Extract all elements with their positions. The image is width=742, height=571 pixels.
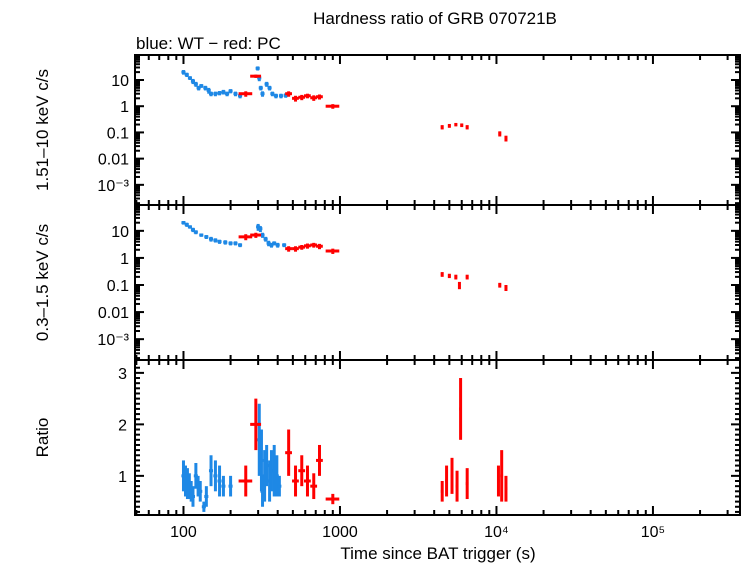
y-tick-label: 10 — [111, 224, 129, 241]
y-tick-label: 0.1 — [107, 125, 129, 142]
panel-frame-2 — [134, 359, 741, 516]
y-tick-label: 10⁻³ — [97, 332, 129, 349]
x-axis-label: Time since BAT trigger (s) — [340, 544, 535, 563]
x-tick-label: 10⁵ — [641, 524, 665, 541]
y-tick-label: 3 — [118, 366, 127, 383]
y-tick-label: 1 — [120, 99, 129, 116]
y-tick-label: 0.01 — [98, 305, 129, 322]
y-tick-label: 2 — [118, 417, 127, 434]
x-tick-label: 1000 — [322, 524, 358, 541]
x-tick-label: 100 — [170, 524, 197, 541]
x-tick-label: 10⁴ — [484, 524, 509, 541]
y-tick-label: 0.1 — [107, 278, 129, 295]
panel-frame-1 — [134, 204, 741, 361]
y-axis-label: Ratio — [33, 418, 52, 458]
y-tick-label: 1 — [120, 251, 129, 268]
y-tick-label: 0.01 — [98, 152, 129, 169]
chart-subtitle: blue: WT − red: PC — [136, 34, 281, 53]
y-tick-label: 1 — [118, 469, 127, 486]
chart-title: Hardness ratio of GRB 070721B — [313, 9, 557, 28]
y-tick-label: 10 — [111, 73, 129, 90]
y-axis-label: 1.51–10 keV c/s — [33, 69, 52, 191]
y-axis-label: 0.3–1.5 keV c/s — [33, 224, 52, 341]
y-tick-label: 10⁻³ — [97, 178, 129, 195]
panel-frame-0 — [134, 54, 741, 206]
